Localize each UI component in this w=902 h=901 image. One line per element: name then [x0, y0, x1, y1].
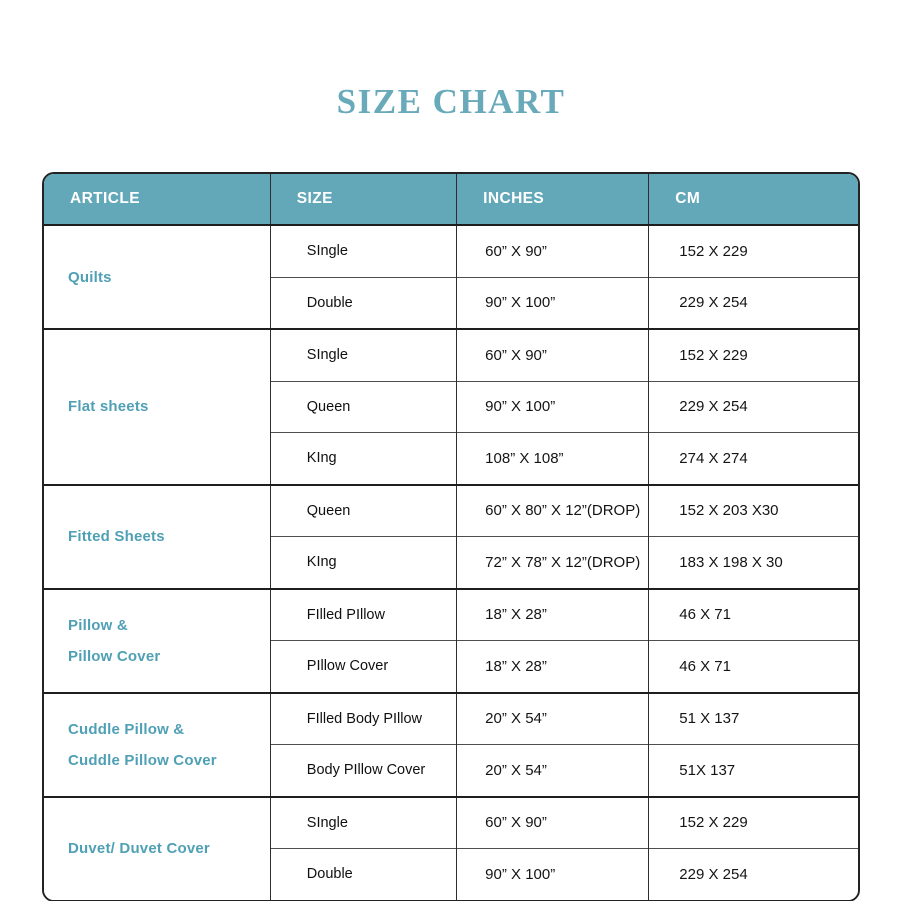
inches-cell: 60” X 90” — [456, 795, 649, 849]
size-chart-table: ARTICLE SIZE INCHES CM Quilts SIngle 60” X… — [44, 174, 858, 900]
article-cell: Pillow & Pillow Cover — [44, 587, 271, 693]
cm-cell: 152 X 229 — [648, 328, 858, 381]
inches-cell: 18” X 28” — [456, 587, 649, 641]
article-label: Cuddle Pillow & — [68, 720, 185, 738]
size-cell: SIngle — [269, 328, 457, 381]
cm-cell: 152 X 203 X30 — [648, 483, 858, 537]
size-cell: Queen — [269, 483, 457, 537]
table-row: KIng 72” X 78” X 12”(DROP) 183 X 198 X 30 — [44, 536, 858, 589]
cm-cell: 274 X 274 — [648, 432, 858, 485]
article-label: Flat sheets — [68, 398, 149, 416]
article-cell: Flat sheets — [44, 328, 271, 485]
size-cell: Double — [269, 848, 457, 900]
article-cell: Fitted Sheets — [44, 483, 271, 589]
cm-cell: 152 X 229 — [648, 795, 858, 849]
inches-cell: 60” X 90” — [456, 224, 649, 277]
inches-cell: 60” X 90” — [456, 328, 649, 381]
page-title: SIZE CHART — [336, 82, 566, 121]
cm-cell: 229 X 254 — [648, 848, 858, 900]
table-row: Pillow & Pillow Cover FIlled PIllow 18” X 2… — [44, 587, 858, 693]
table-row: KIng 108” X 108” 274 X 274 — [44, 432, 858, 485]
inches-cell: 90” X 100” — [456, 276, 649, 329]
table-row: PIllow Cover 18” X 28” 46 X 71 — [44, 640, 858, 693]
article-cell: Cuddle Pillow & Cuddle Pillow Cover — [44, 691, 271, 797]
table-header: ARTICLE SIZE INCHES CM — [44, 174, 858, 225]
size-chart-table-container: ARTICLE SIZE INCHES CM Quilts SIngle 60” X… — [42, 172, 860, 901]
size-cell: PIllow Cover — [269, 640, 457, 693]
column-header-cm: CM — [648, 174, 858, 225]
article-label: Quilts — [68, 268, 112, 286]
cm-cell: 46 X 71 — [648, 587, 858, 641]
table-row: Fitted Sheets Queen 60” X 80” X 12”(DROP) 1… — [44, 483, 858, 589]
article-cell: Duvet/ Duvet Cover — [44, 795, 271, 900]
table-row: Double 90” X 100” 229 X 254 — [44, 276, 858, 329]
size-cell: SIngle — [269, 795, 457, 849]
article-label: Pillow & — [68, 616, 128, 634]
cm-cell: 229 X 254 — [648, 276, 858, 329]
cm-cell: 152 X 229 — [648, 224, 858, 277]
inches-cell: 18” X 28” — [456, 640, 649, 693]
table-row: Flat sheets SIngle 60” X 90” 152 X 229 — [44, 328, 858, 485]
size-cell: FIlled Body PIllow — [269, 691, 457, 745]
size-cell: SIngle — [269, 224, 457, 277]
cm-cell: 51X 137 — [648, 744, 858, 797]
table-row: Duvet/ Duvet Cover SIngle 60” X 90” 152 X 2… — [44, 795, 858, 900]
table-row: Quilts SIngle 60” X 90” 152 X 229 — [44, 224, 858, 329]
column-header-size: SIZE — [269, 174, 457, 225]
inches-cell: 108” X 108” — [456, 432, 649, 485]
inches-cell: 20” X 54” — [456, 744, 649, 797]
cm-cell: 51 X 137 — [648, 691, 858, 745]
table-row: Cuddle Pillow & Cuddle Pillow Cover FIlled… — [44, 691, 858, 797]
inches-cell: 90” X 100” — [456, 848, 649, 900]
size-cell: KIng — [269, 536, 457, 589]
size-cell: KIng — [269, 432, 457, 485]
article-label: Fitted Sheets — [68, 528, 165, 545]
table-row: Double 90” X 100” 229 X 254 — [44, 848, 858, 900]
article-label: Duvet/ Duvet Cover — [68, 840, 210, 857]
table-row: Body PIllow Cover 20” X 54” 51X 137 — [44, 744, 858, 797]
table-row: Queen 90” X 100” 229 X 254 — [44, 380, 858, 433]
inches-cell: 20” X 54” — [456, 691, 649, 745]
inches-cell: 72” X 78” X 12”(DROP) — [456, 536, 649, 589]
cm-cell: 229 X 254 — [648, 380, 858, 433]
table-body: Quilts SIngle 60” X 90” 152 X 229 Double 90” … — [44, 224, 858, 900]
size-cell: FIlled PIllow — [269, 587, 457, 641]
inches-cell: 60” X 80” X 12”(DROP) — [456, 483, 649, 537]
inches-cell: 90” X 100” — [456, 380, 649, 433]
article-label: Cuddle Pillow Cover — [68, 751, 217, 769]
size-cell: Double — [269, 276, 457, 329]
column-header-article: ARTICLE — [44, 174, 271, 225]
size-cell: Queen — [269, 380, 457, 433]
article-label: Pillow Cover — [68, 647, 161, 665]
size-cell: Body PIllow Cover — [269, 744, 457, 797]
article-cell: Quilts — [44, 224, 271, 329]
cm-cell: 46 X 71 — [648, 640, 858, 693]
header-row: ARTICLE SIZE INCHES CM — [44, 174, 858, 225]
column-header-inches: INCHES — [456, 174, 649, 225]
cm-cell: 183 X 198 X 30 — [648, 536, 858, 589]
